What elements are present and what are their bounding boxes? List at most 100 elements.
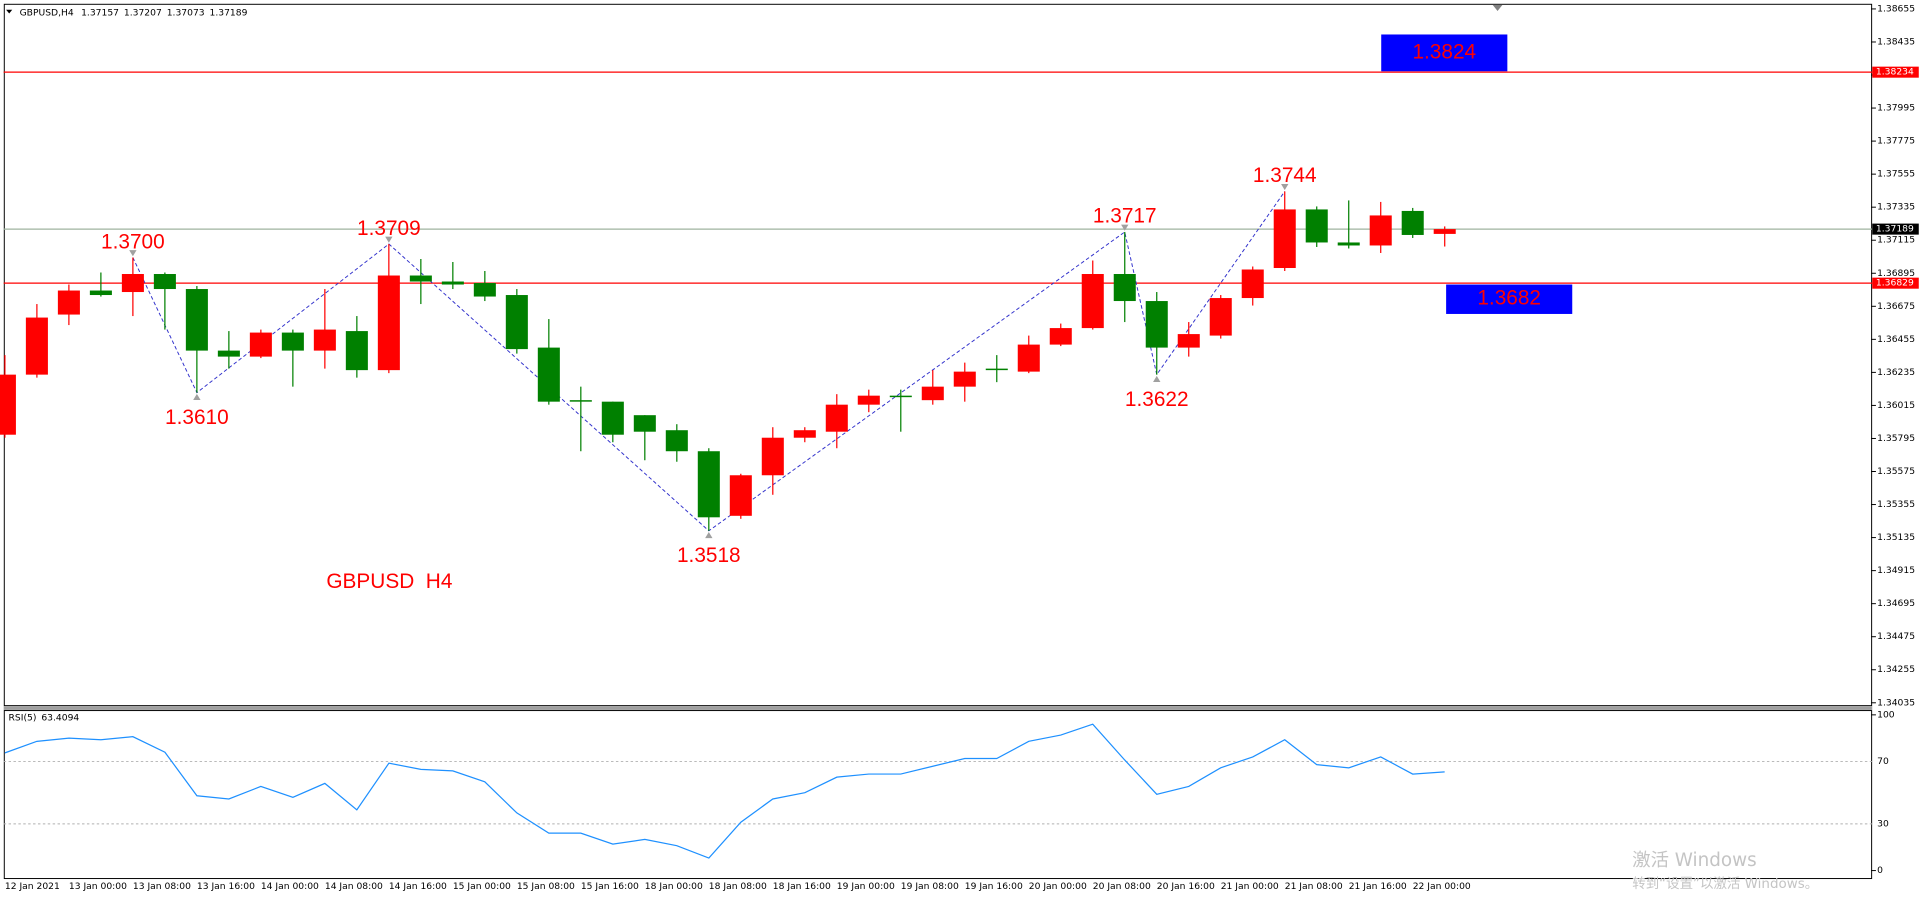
candle-body	[1049, 328, 1072, 345]
candle-body	[889, 395, 912, 398]
candle-body	[89, 290, 112, 296]
candle-body	[633, 415, 656, 432]
y-tick-label: 1.35575	[1877, 466, 1915, 477]
fractal-arrow	[1281, 184, 1289, 191]
candle-body	[377, 275, 400, 371]
chart-annotation: GBPUSD H4	[326, 570, 452, 593]
x-tick-label: 18 Jan 08:00	[709, 881, 767, 892]
candle-body	[1241, 269, 1264, 299]
candle-body	[1401, 210, 1424, 235]
candle-body	[1433, 229, 1456, 234]
rsi-tick-label: 30	[1877, 818, 1889, 829]
candle-body	[281, 332, 304, 351]
y-tick-label: 1.38655	[1877, 3, 1915, 14]
rsi-tick-label: 0	[1877, 865, 1883, 876]
y-tick-label: 1.36895	[1877, 268, 1915, 279]
y-tick-label: 1.35795	[1877, 433, 1915, 444]
candle-body	[825, 404, 848, 432]
rsi-header: RSI(5) 63.4094	[9, 712, 80, 723]
y-tick-label: 1.36675	[1877, 301, 1915, 312]
x-tick-label: 18 Jan 16:00	[773, 881, 831, 892]
candle-body	[537, 347, 560, 402]
pivot-label: 1.3744	[1253, 164, 1317, 187]
x-tick-label: 21 Jan 16:00	[1349, 881, 1407, 892]
candle-body	[793, 430, 816, 438]
candle-body	[761, 437, 784, 476]
y-tick-label: 1.37995	[1877, 103, 1915, 114]
fractal-arrow	[1121, 224, 1129, 231]
candle-body	[249, 332, 272, 357]
level-tag	[1872, 277, 1919, 289]
x-tick-label: 15 Jan 08:00	[517, 881, 575, 892]
pivot-label: 1.3709	[357, 217, 421, 240]
y-tick-label: 1.36235	[1877, 367, 1915, 378]
x-tick-label: 12 Jan 2021	[5, 881, 60, 892]
rsi-line	[4, 723, 1445, 859]
pivot-label: 1.3700	[101, 230, 165, 253]
candle-body	[345, 331, 368, 371]
y-tick-label: 1.34475	[1877, 631, 1915, 642]
candle-body	[569, 400, 592, 402]
menu-arrow	[6, 9, 13, 14]
pivot-label: 1.3518	[677, 544, 741, 567]
price-box-label: 1.3682	[1477, 287, 1541, 310]
x-tick-label: 13 Jan 00:00	[69, 881, 127, 892]
y-tick-label: 1.36455	[1877, 334, 1915, 345]
fractal-arrow	[1153, 375, 1161, 382]
y-tick-label: 1.35135	[1877, 532, 1915, 543]
x-tick-label: 20 Jan 00:00	[1029, 881, 1087, 892]
rsi-name: RSI(5)	[9, 712, 37, 723]
watermark-subtitle: 转到“设置”以激活 Windows。	[1632, 876, 1818, 892]
fractal-arrow	[385, 236, 393, 243]
symbol: GBPUSD,H4	[20, 7, 74, 18]
bid-tag	[1872, 223, 1919, 235]
y-tick-label: 1.34695	[1877, 598, 1915, 609]
candle-body	[1273, 209, 1296, 269]
level-tag-label: 1.36829	[1876, 278, 1914, 289]
candle-body	[57, 290, 80, 315]
y-tick-label: 1.37555	[1877, 169, 1915, 180]
fractal-arrow	[129, 250, 137, 257]
candle-body	[1177, 334, 1200, 348]
x-tick-label: 19 Jan 08:00	[901, 881, 959, 892]
candle-body	[857, 395, 880, 405]
candle-body	[1017, 344, 1040, 372]
candle-body	[473, 283, 496, 297]
header-open: 1.37157	[81, 7, 119, 18]
level-tag	[1872, 66, 1919, 78]
candle-body	[409, 275, 432, 282]
rsi-current: 63.4094	[41, 712, 79, 723]
candle-body	[0, 374, 16, 435]
candle-body	[1369, 215, 1392, 246]
y-tick-label: 1.37115	[1877, 235, 1915, 246]
panel-separator	[3, 706, 1873, 710]
header-high: 1.37207	[124, 7, 162, 18]
x-tick-label: 19 Jan 16:00	[965, 881, 1023, 892]
pivot-label: 1.3610	[165, 406, 229, 429]
bid-tag-label: 1.37189	[1876, 224, 1914, 235]
rsi-panel-frame	[3, 710, 1873, 880]
y-tick-label: 1.38435	[1877, 36, 1915, 47]
x-tick-label: 15 Jan 16:00	[581, 881, 639, 892]
y-tick-label: 1.35355	[1877, 499, 1915, 510]
x-tick-label: 20 Jan 16:00	[1157, 881, 1215, 892]
y-tick-label: 1.34915	[1877, 565, 1915, 576]
candle-body	[1113, 274, 1136, 302]
fractal-arrow	[705, 532, 713, 539]
symbol-header: GBPUSD,H4 1.37157 1.37207 1.37073 1.37189	[20, 7, 248, 18]
candle-body	[25, 317, 48, 375]
rsi-tick-label: 70	[1877, 756, 1889, 767]
x-tick-label: 15 Jan 00:00	[453, 881, 511, 892]
x-tick-label: 21 Jan 08:00	[1285, 881, 1343, 892]
x-tick-label: 14 Jan 08:00	[325, 881, 383, 892]
candle-body	[665, 430, 688, 452]
x-tick-label: 14 Jan 16:00	[389, 881, 447, 892]
candle-body	[697, 451, 720, 518]
watermark-title: 激活 Windows	[1632, 850, 1756, 871]
price-panel-frame	[3, 3, 1873, 707]
x-tick-label: 13 Jan 16:00	[197, 881, 255, 892]
rsi-tick-label: 100	[1877, 709, 1895, 720]
